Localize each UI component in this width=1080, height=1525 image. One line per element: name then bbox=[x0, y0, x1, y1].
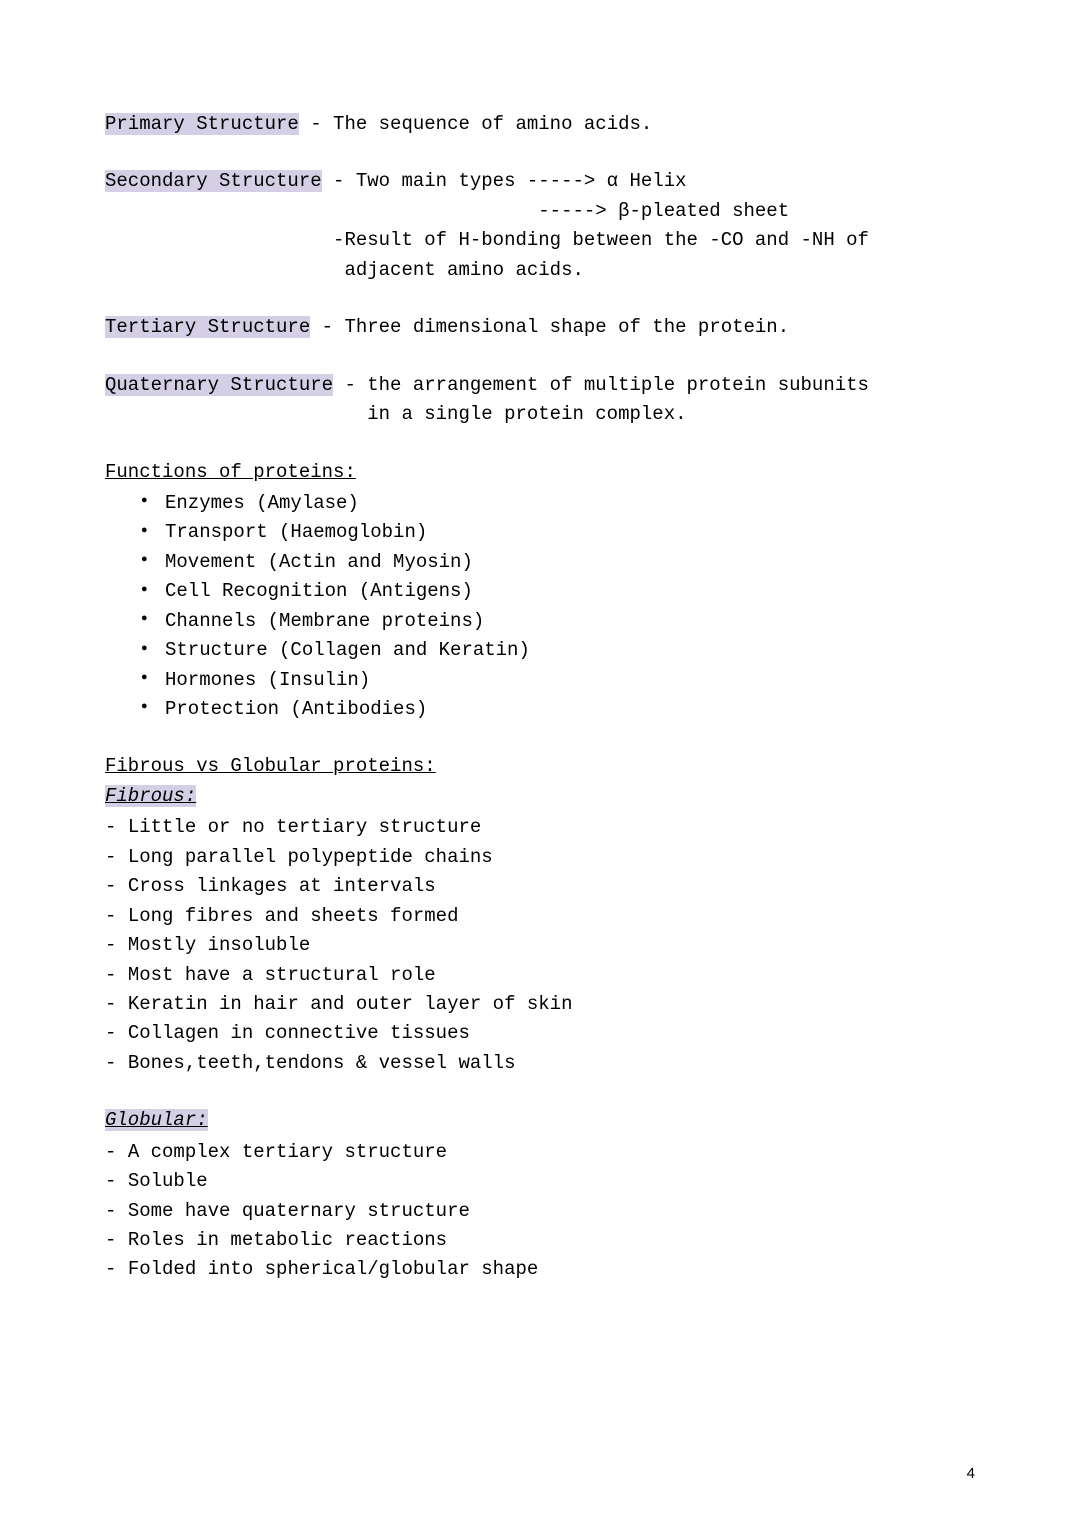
list-item: Bones,teeth,tendons & vessel walls bbox=[105, 1049, 975, 1078]
tertiary-label: Tertiary Structure bbox=[105, 316, 310, 338]
primary-desc: - The sequence of amino acids. bbox=[299, 113, 652, 135]
list-item: Protection (Antibodies) bbox=[165, 695, 975, 724]
tertiary-structure-block: Tertiary Structure - Three dimensional s… bbox=[105, 313, 975, 342]
list-item: Transport (Haemoglobin) bbox=[165, 518, 975, 547]
list-item: Cross linkages at intervals bbox=[105, 872, 975, 901]
globular-label: Globular: bbox=[105, 1109, 208, 1131]
list-item: Some have quaternary structure bbox=[105, 1197, 975, 1226]
list-item: Folded into spherical/globular shape bbox=[105, 1255, 975, 1284]
secondary-structure-block: Secondary Structure - Two main types ---… bbox=[105, 167, 975, 285]
fibrous-label: Fibrous: bbox=[105, 785, 196, 807]
globular-list: A complex tertiary structure Soluble Som… bbox=[105, 1138, 975, 1285]
list-item: Movement (Actin and Myosin) bbox=[165, 548, 975, 577]
list-item: Long fibres and sheets formed bbox=[105, 902, 975, 931]
globular-block: Globular: A complex tertiary structure S… bbox=[105, 1106, 975, 1285]
page-number: 4 bbox=[967, 1462, 975, 1485]
functions-section: Functions of proteins: Enzymes (Amylase)… bbox=[105, 458, 975, 725]
quaternary-label: Quaternary Structure bbox=[105, 374, 333, 396]
quaternary-line-1: Quaternary Structure - the arrangement o… bbox=[105, 371, 975, 400]
secondary-line-2: -----> β-pleated sheet bbox=[105, 197, 975, 226]
list-item: Channels (Membrane proteins) bbox=[165, 607, 975, 636]
fibrous-globular-section: Fibrous vs Globular proteins: Fibrous: L… bbox=[105, 752, 975, 1284]
fibrous-block: Fibrous: Little or no tertiary structure… bbox=[105, 782, 975, 1078]
functions-heading: Functions of proteins: bbox=[105, 458, 975, 487]
list-item: Long parallel polypeptide chains bbox=[105, 843, 975, 872]
quaternary-structure-block: Quaternary Structure - the arrangement o… bbox=[105, 371, 975, 430]
list-item: A complex tertiary structure bbox=[105, 1138, 975, 1167]
quaternary-line-2: in a single protein complex. bbox=[105, 400, 975, 429]
fibrous-globular-heading: Fibrous vs Globular proteins: bbox=[105, 752, 975, 781]
primary-structure-block: Primary Structure - The sequence of amin… bbox=[105, 110, 975, 139]
list-item: Hormones (Insulin) bbox=[165, 666, 975, 695]
secondary-line-3: -Result of H-bonding between the -CO and… bbox=[105, 226, 975, 255]
secondary-line-4: adjacent amino acids. bbox=[105, 256, 975, 285]
functions-list: Enzymes (Amylase) Transport (Haemoglobin… bbox=[105, 489, 975, 725]
list-item: Enzymes (Amylase) bbox=[165, 489, 975, 518]
list-item: Structure (Collagen and Keratin) bbox=[165, 636, 975, 665]
list-item: Cell Recognition (Antigens) bbox=[165, 577, 975, 606]
secondary-label: Secondary Structure bbox=[105, 170, 322, 192]
list-item: Mostly insoluble bbox=[105, 931, 975, 960]
list-item: Roles in metabolic reactions bbox=[105, 1226, 975, 1255]
list-item: Little or no tertiary structure bbox=[105, 813, 975, 842]
primary-label: Primary Structure bbox=[105, 113, 299, 135]
fibrous-list: Little or no tertiary structure Long par… bbox=[105, 813, 975, 1078]
tertiary-desc: - Three dimensional shape of the protein… bbox=[310, 316, 789, 338]
secondary-line-1: Secondary Structure - Two main types ---… bbox=[105, 167, 975, 196]
list-item: Keratin in hair and outer layer of skin bbox=[105, 990, 975, 1019]
list-item: Soluble bbox=[105, 1167, 975, 1196]
list-item: Most have a structural role bbox=[105, 961, 975, 990]
list-item: Collagen in connective tissues bbox=[105, 1019, 975, 1048]
